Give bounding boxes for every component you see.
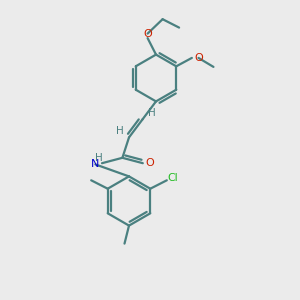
Text: H: H xyxy=(95,153,103,163)
Text: O: O xyxy=(145,158,154,168)
Text: N: N xyxy=(91,159,100,170)
Text: Cl: Cl xyxy=(167,173,178,183)
Text: O: O xyxy=(143,28,152,39)
Text: H: H xyxy=(116,126,124,136)
Text: H: H xyxy=(148,108,155,118)
Text: O: O xyxy=(194,53,203,63)
